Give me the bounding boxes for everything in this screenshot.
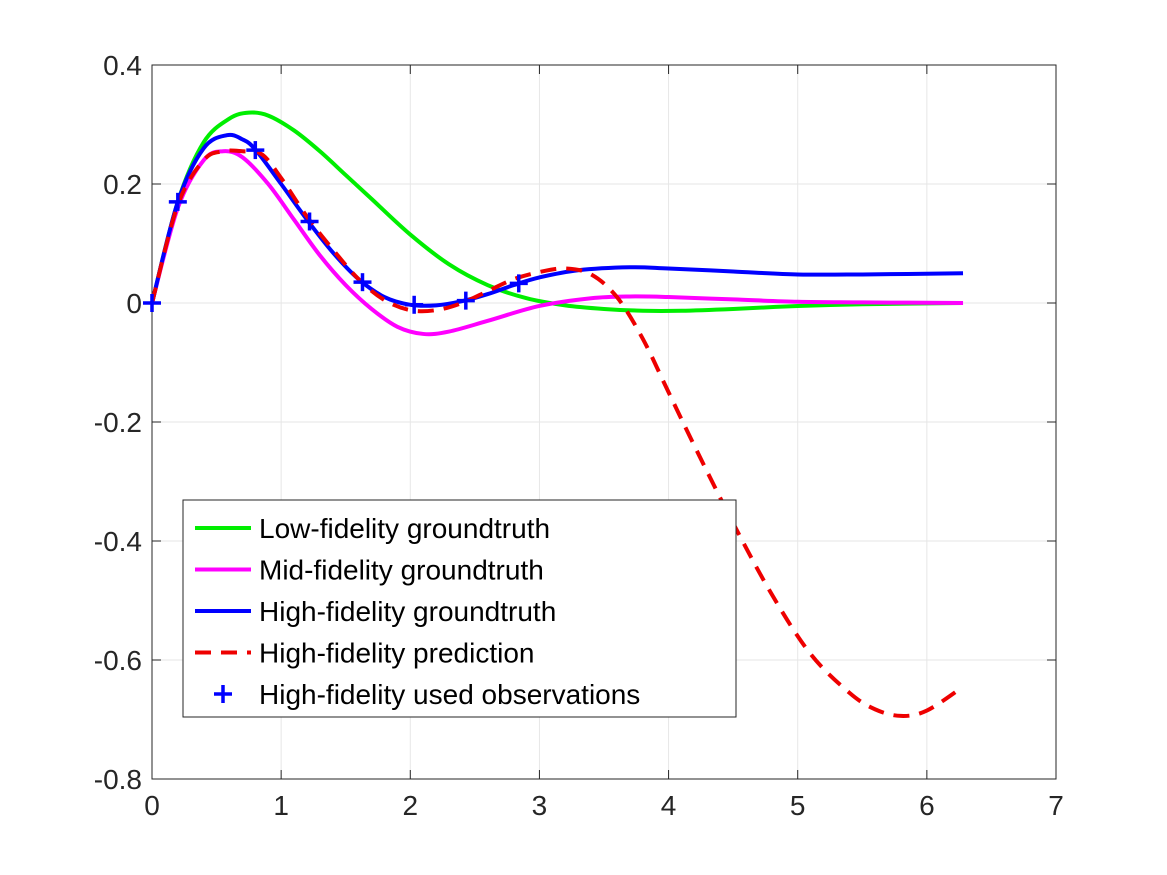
x-tick-label: 7 — [1048, 790, 1064, 821]
observation-marker — [168, 192, 187, 211]
observation-marker — [456, 291, 475, 310]
observation-marker — [353, 273, 372, 292]
observation-marker — [405, 295, 424, 314]
legend-label: Mid-fidelity groundtruth — [259, 555, 544, 586]
legend-label: High-fidelity prediction — [259, 638, 534, 669]
legend-label: Low-fidelity groundtruth — [259, 513, 550, 544]
legend-box — [182, 499, 737, 718]
series-group — [143, 110, 965, 718]
y-tick-label: -0.6 — [94, 645, 142, 676]
axis-ticks: 0 1 2 3 4 5 6 7 -0.8 -0.6 -0.4 -0.2 0 0.2 0.4 — [94, 50, 1064, 821]
observation-marker — [300, 212, 319, 231]
observation-marker — [246, 141, 265, 160]
x-tick-label: 6 — [919, 790, 935, 821]
observation-marker — [143, 294, 161, 312]
legend-swatch — [214, 685, 232, 703]
x-tick-label: 5 — [790, 790, 806, 821]
y-tick-label: 0.4 — [103, 50, 142, 81]
y-tick-label: 0 — [126, 288, 142, 319]
observation-marker — [509, 274, 528, 293]
legend-label: High-fidelity groundtruth — [259, 596, 556, 627]
x-tick-label: 4 — [661, 790, 677, 821]
y-tick-label: -0.4 — [94, 526, 142, 557]
legend: Low-fidelity groundtruth Mid-fidelity gro… — [182, 499, 737, 718]
x-tick-label: 2 — [402, 790, 418, 821]
series-line-0 — [150, 110, 964, 313]
legend-label: High-fidelity used observations — [259, 679, 640, 710]
x-tick-label: 1 — [273, 790, 289, 821]
y-tick-label: 0.2 — [103, 169, 142, 200]
y-tick-label: -0.2 — [94, 407, 142, 438]
x-tick-label: 0 — [144, 790, 160, 821]
y-tick-label: -0.8 — [94, 764, 142, 795]
series-line-2 — [150, 132, 964, 308]
x-tick-label: 3 — [532, 790, 548, 821]
series-line-3 — [150, 148, 965, 718]
